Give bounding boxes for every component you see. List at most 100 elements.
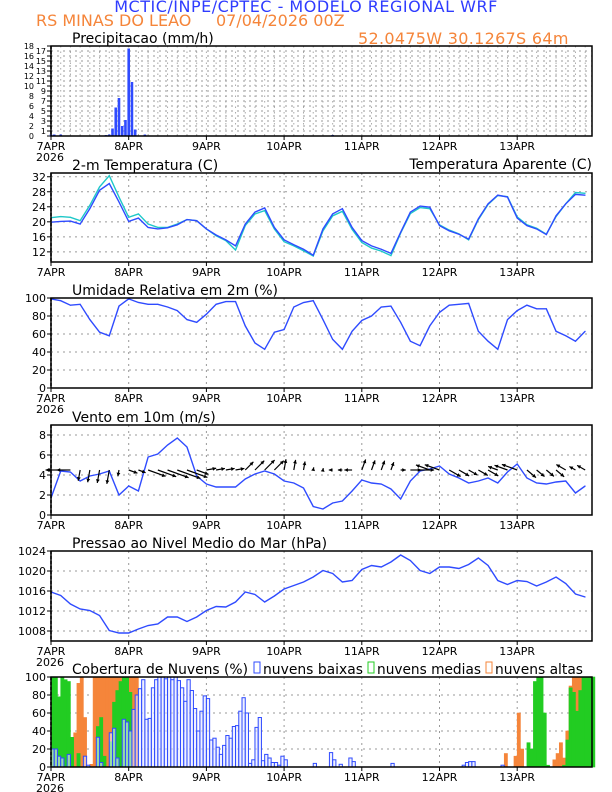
cloud-bar-nuvens-baixas (332, 759, 337, 768)
data-point (99, 186, 101, 188)
data-point (186, 319, 188, 321)
series-line (50, 182, 586, 257)
data-point (380, 483, 382, 485)
y-tick-label: 1024 (18, 545, 46, 558)
data-point (99, 615, 101, 616)
wind-arrowhead (196, 475, 201, 480)
data-point (448, 566, 450, 568)
x-tick-label: 8APR (114, 140, 143, 153)
y-tick-label: 4 (39, 469, 46, 482)
data-point (371, 247, 373, 249)
wind-arrowhead (260, 460, 265, 465)
y-tick-label: 16 (32, 231, 46, 244)
panel-temp (47, 172, 593, 266)
data-point (497, 348, 499, 350)
y-tick-label: 0 (39, 382, 46, 395)
station-name: RS MINAS DO LEAO (36, 11, 192, 30)
wind-arrowhead (402, 468, 406, 472)
cloud-bar-nuvens-medias (542, 712, 547, 768)
data-point (390, 305, 392, 307)
data-point (516, 310, 518, 312)
data-point (322, 228, 324, 230)
cloud-bar-nuvens-medias (536, 676, 541, 768)
data-point (254, 473, 256, 475)
y-tick-label: 32 (32, 171, 46, 184)
wind-arrowhead (483, 472, 488, 476)
wind-arrowhead (204, 471, 209, 475)
cloud-bar-nuvens-baixas (257, 717, 262, 768)
y-tick-label: 28 (32, 186, 46, 199)
data-point (332, 573, 334, 574)
y-tick-label: 1 (41, 127, 46, 136)
data-point (390, 252, 392, 254)
data-point (555, 330, 557, 332)
legend-label-nuvens-medias: nuvens medias (377, 662, 481, 678)
data-point (458, 303, 460, 305)
data-point (283, 239, 285, 241)
data-point (225, 486, 227, 488)
data-point (545, 308, 547, 310)
data-point (516, 463, 518, 465)
data-point (468, 238, 470, 240)
legend-label-nuvens-baixas: nuvens baixas (263, 662, 363, 678)
data-point (565, 203, 567, 205)
wind-arrowhead (494, 464, 499, 469)
wind-arrowhead (212, 466, 217, 471)
cloud-bar-nuvens-baixas (351, 761, 356, 768)
data-point (565, 335, 567, 337)
data-point (322, 319, 324, 321)
data-point (487, 565, 489, 566)
precip-bar (120, 126, 124, 136)
x-tick-label: 12APR (422, 771, 458, 784)
wind-vector (167, 469, 189, 479)
data-point (225, 301, 227, 303)
data-point (584, 192, 586, 194)
x-tick-label: 13APR (499, 519, 535, 532)
wind-arrowhead (302, 461, 307, 466)
wind-arrowhead (161, 473, 166, 477)
data-point (419, 345, 421, 347)
chart-main-title: MCTIC/INPE/CPTEC - MODELO REGIONAL WRF (114, 0, 498, 16)
data-point (303, 248, 305, 250)
wind-arrowhead (560, 473, 565, 477)
data-point (235, 601, 237, 603)
wind-arrowhead (550, 472, 554, 477)
panel-title: Precipitacao (mm/h) (72, 31, 214, 47)
data-point (205, 228, 207, 230)
data-point (448, 304, 450, 306)
data-point (264, 207, 266, 209)
data-point (477, 480, 479, 482)
y-tick-label: 100 (25, 292, 46, 305)
panel-title: Vento em 10m (m/s) (72, 410, 216, 426)
data-point (89, 610, 91, 611)
data-point (332, 338, 334, 340)
cloud-bar-nuvens-baixas (60, 757, 65, 768)
data-point (157, 453, 159, 455)
data-point (244, 223, 246, 225)
data-point (487, 477, 489, 479)
data-point (176, 310, 178, 312)
data-point (458, 568, 460, 569)
y-tick-label: 1012 (18, 605, 46, 618)
cloud-bar-nuvens-altas (102, 676, 107, 768)
data-point (506, 319, 508, 321)
wind-arrowhead (337, 468, 342, 472)
data-point (283, 480, 285, 482)
data-point (419, 570, 421, 571)
x-tick-label: 10APR (266, 266, 302, 279)
wind-arrowhead (488, 465, 493, 470)
data-point (448, 473, 450, 475)
data-point (361, 320, 363, 321)
data-point (99, 331, 101, 333)
cloud-bar-nuvens-baixas (66, 753, 71, 768)
cloud-bar-nuvens-altas (520, 748, 524, 768)
series-line (50, 437, 586, 510)
data-point (312, 300, 314, 302)
data-point (128, 632, 130, 634)
x-tick-label: 13APR (499, 140, 535, 153)
data-point (332, 502, 334, 504)
data-point (380, 306, 382, 308)
data-point (293, 306, 295, 308)
x-tick-label: 9APR (192, 392, 221, 405)
x-tick-label: 11APR (344, 519, 380, 532)
